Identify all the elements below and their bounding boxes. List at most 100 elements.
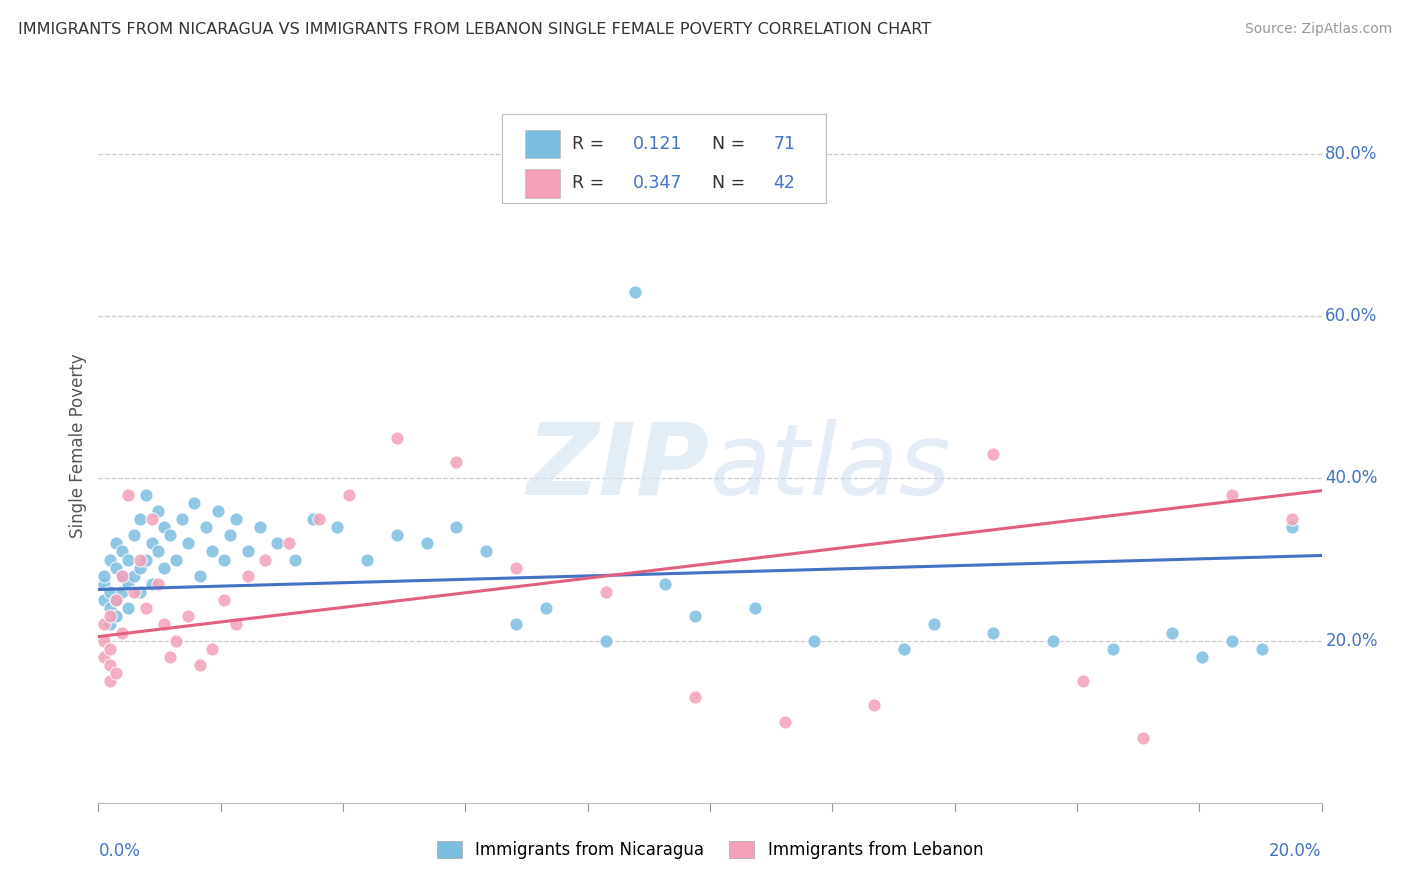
Text: R =: R =: [572, 175, 610, 193]
Point: [98, 617, 121, 632]
Point: [111, 544, 134, 558]
Legend: Immigrants from Nicaragua, Immigrants from Lebanon: Immigrants from Nicaragua, Immigrants fr…: [430, 834, 990, 866]
Point: [129, 512, 152, 526]
Point: [141, 536, 163, 550]
Point: [225, 617, 247, 632]
Point: [93, 577, 115, 591]
Point: [183, 496, 205, 510]
Point: [111, 625, 134, 640]
Point: [135, 488, 157, 502]
Point: [863, 698, 886, 713]
Point: [337, 488, 360, 502]
Point: [93, 617, 115, 632]
Point: [302, 512, 325, 526]
Point: [129, 585, 152, 599]
Point: [98, 641, 121, 656]
Point: [201, 641, 224, 656]
Text: 20.0%: 20.0%: [1326, 632, 1378, 649]
Point: [117, 552, 139, 566]
Point: [105, 593, 128, 607]
Point: [595, 633, 617, 648]
Point: [170, 512, 193, 526]
Point: [207, 504, 229, 518]
Text: 0.347: 0.347: [633, 175, 682, 193]
FancyBboxPatch shape: [502, 114, 827, 203]
Point: [534, 601, 557, 615]
Point: [446, 455, 468, 469]
Point: [111, 585, 134, 599]
Point: [326, 520, 349, 534]
Point: [249, 520, 271, 534]
Point: [98, 609, 121, 624]
Point: [278, 536, 301, 550]
Point: [117, 601, 139, 615]
Point: [135, 552, 157, 566]
Point: [218, 528, 240, 542]
Point: [129, 552, 152, 566]
Point: [922, 617, 945, 632]
Point: [284, 552, 307, 566]
Point: [415, 536, 437, 550]
Point: [446, 520, 468, 534]
Point: [98, 552, 121, 566]
Point: [98, 585, 121, 599]
Point: [1251, 641, 1274, 656]
Point: [129, 560, 152, 574]
Point: [111, 568, 134, 582]
Point: [308, 512, 330, 526]
Point: [177, 609, 200, 624]
Text: atlas: atlas: [710, 419, 952, 516]
Text: 80.0%: 80.0%: [1326, 145, 1378, 163]
Point: [105, 666, 128, 681]
Text: Source: ZipAtlas.com: Source: ZipAtlas.com: [1244, 22, 1392, 37]
Point: [744, 601, 766, 615]
Point: [595, 585, 617, 599]
Point: [105, 560, 128, 574]
Point: [983, 625, 1005, 640]
Point: [146, 544, 169, 558]
Point: [141, 577, 163, 591]
Point: [1191, 649, 1213, 664]
Point: [1161, 625, 1184, 640]
Point: [624, 285, 647, 299]
Text: 71: 71: [773, 135, 796, 153]
Point: [683, 690, 706, 705]
Point: [236, 544, 259, 558]
Text: ZIP: ZIP: [527, 419, 710, 516]
Point: [93, 568, 115, 582]
Point: [159, 649, 181, 664]
Text: 0.0%: 0.0%: [98, 842, 141, 860]
Point: [111, 568, 134, 582]
Point: [93, 593, 115, 607]
Y-axis label: Single Female Poverty: Single Female Poverty: [69, 354, 87, 538]
Point: [212, 593, 235, 607]
Point: [122, 568, 145, 582]
Point: [475, 544, 498, 558]
Point: [194, 520, 217, 534]
Bar: [526, 169, 560, 198]
Point: [177, 536, 200, 550]
Point: [146, 577, 169, 591]
Text: N =: N =: [713, 175, 751, 193]
Point: [135, 601, 157, 615]
Point: [117, 488, 139, 502]
Point: [1220, 488, 1243, 502]
Point: [212, 552, 235, 566]
Point: [225, 512, 247, 526]
Point: [266, 536, 288, 550]
Point: [773, 714, 796, 729]
Text: 0.121: 0.121: [633, 135, 682, 153]
Text: IMMIGRANTS FROM NICARAGUA VS IMMIGRANTS FROM LEBANON SINGLE FEMALE POVERTY CORRE: IMMIGRANTS FROM NICARAGUA VS IMMIGRANTS …: [18, 22, 931, 37]
Text: N =: N =: [713, 135, 751, 153]
Point: [159, 528, 181, 542]
Text: 42: 42: [773, 175, 796, 193]
Point: [1220, 633, 1243, 648]
Point: [1132, 731, 1154, 745]
Text: R =: R =: [572, 135, 610, 153]
Point: [153, 617, 176, 632]
Point: [165, 552, 187, 566]
Point: [98, 657, 121, 672]
Point: [98, 601, 121, 615]
Point: [93, 633, 115, 648]
Point: [201, 544, 224, 558]
